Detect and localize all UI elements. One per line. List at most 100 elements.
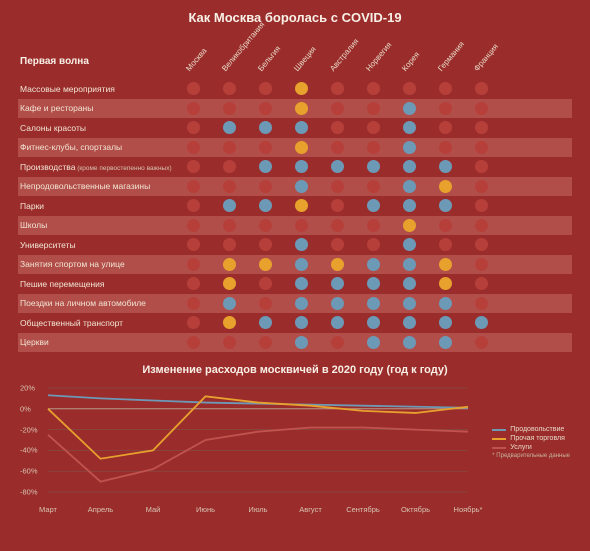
status-dot: [187, 238, 200, 251]
status-dot: [367, 160, 380, 173]
status-dot: [403, 180, 416, 193]
status-dot: [439, 297, 452, 310]
status-dot: [187, 258, 200, 271]
table-row: Пешие перемещения: [18, 274, 572, 294]
status-dot: [331, 297, 344, 310]
status-dot: [439, 141, 452, 154]
status-dot: [259, 258, 272, 271]
status-dot: [259, 82, 272, 95]
row-label: Кафе и рестораны: [18, 103, 175, 113]
column-header: Германия: [436, 40, 466, 73]
status-dot: [331, 219, 344, 232]
status-dot: [295, 219, 308, 232]
status-dot: [439, 316, 452, 329]
status-dot: [187, 219, 200, 232]
status-dot: [295, 316, 308, 329]
column-header: Норвегия: [364, 40, 393, 73]
row-label: Производства (кроме первостепенно важных…: [18, 162, 175, 172]
status-dot: [403, 297, 416, 310]
status-dot: [295, 277, 308, 290]
status-dot: [403, 238, 416, 251]
status-dot: [475, 238, 488, 251]
status-dot: [259, 121, 272, 134]
status-dot: [259, 316, 272, 329]
status-dot: [295, 238, 308, 251]
page-title: Как Москва боролась с COVID-19: [0, 0, 590, 31]
status-dot: [403, 219, 416, 232]
legend-item: Продовольствие: [492, 426, 570, 433]
row-label: Университеты: [18, 240, 175, 250]
row-label: Общественный транспорт: [18, 318, 175, 328]
status-dot: [223, 141, 236, 154]
table-row: Салоны красоты: [18, 118, 572, 138]
status-dot: [187, 316, 200, 329]
status-dot: [295, 336, 308, 349]
status-dot: [223, 258, 236, 271]
column-header: Австралия: [328, 37, 360, 73]
status-dot: [367, 82, 380, 95]
status-dot: [295, 199, 308, 212]
table-row: Поездки на личном автомобиле: [18, 294, 572, 314]
status-dot: [475, 180, 488, 193]
status-dot: [331, 199, 344, 212]
column-header: Москва: [184, 46, 208, 73]
status-dot: [223, 297, 236, 310]
row-label: Пешие перемещения: [18, 279, 175, 289]
row-label: Непродовольственные магазины: [18, 181, 175, 191]
status-dot: [331, 102, 344, 115]
table-row: Церкви: [18, 333, 572, 353]
status-dot: [403, 160, 416, 173]
legend-item: Прочая торговля: [492, 435, 570, 442]
status-dot: [223, 277, 236, 290]
row-label: Фитнес-клубы, спортзалы: [18, 142, 175, 152]
status-dot: [295, 141, 308, 154]
status-dot: [475, 336, 488, 349]
status-dot: [331, 160, 344, 173]
status-dot: [403, 82, 416, 95]
status-dot: [187, 277, 200, 290]
status-dot: [331, 180, 344, 193]
legend-label: Прочая торговля: [510, 435, 565, 442]
status-dot: [223, 199, 236, 212]
status-dot: [475, 316, 488, 329]
status-dot: [403, 258, 416, 271]
status-dot: [223, 316, 236, 329]
status-dot: [475, 199, 488, 212]
table-row: Парки: [18, 196, 572, 216]
status-dot: [367, 219, 380, 232]
status-dot: [367, 102, 380, 115]
status-dot: [367, 277, 380, 290]
status-dot: [223, 121, 236, 134]
chart-series: [48, 428, 468, 482]
status-dot: [475, 277, 488, 290]
status-dot: [331, 258, 344, 271]
row-label: Занятия спортом на улице: [18, 259, 175, 269]
status-dot: [367, 199, 380, 212]
legend-label: Услуги: [510, 444, 532, 451]
status-dot: [403, 277, 416, 290]
status-dot: [259, 160, 272, 173]
status-dot: [259, 102, 272, 115]
status-dot: [187, 82, 200, 95]
column-header: Франция: [472, 42, 500, 73]
column-header: Швеция: [292, 45, 318, 73]
status-dot: [223, 102, 236, 115]
status-dot: [187, 297, 200, 310]
status-dot: [475, 141, 488, 154]
status-dot: [475, 258, 488, 271]
table-row: Непродовольственные магазины: [18, 177, 572, 197]
status-dot: [367, 141, 380, 154]
status-dot: [403, 141, 416, 154]
status-dot: [187, 121, 200, 134]
chart-svg: [18, 382, 572, 512]
status-dot: [187, 102, 200, 115]
status-dot: [367, 238, 380, 251]
table-row: Фитнес-клубы, спортзалы: [18, 138, 572, 158]
status-dot: [223, 238, 236, 251]
status-dot: [295, 258, 308, 271]
status-dot: [295, 180, 308, 193]
status-dot: [367, 258, 380, 271]
restrictions-table: Первая волна МоскваВеликобританияБельгия…: [18, 31, 572, 352]
status-dot: [439, 336, 452, 349]
status-dot: [475, 219, 488, 232]
